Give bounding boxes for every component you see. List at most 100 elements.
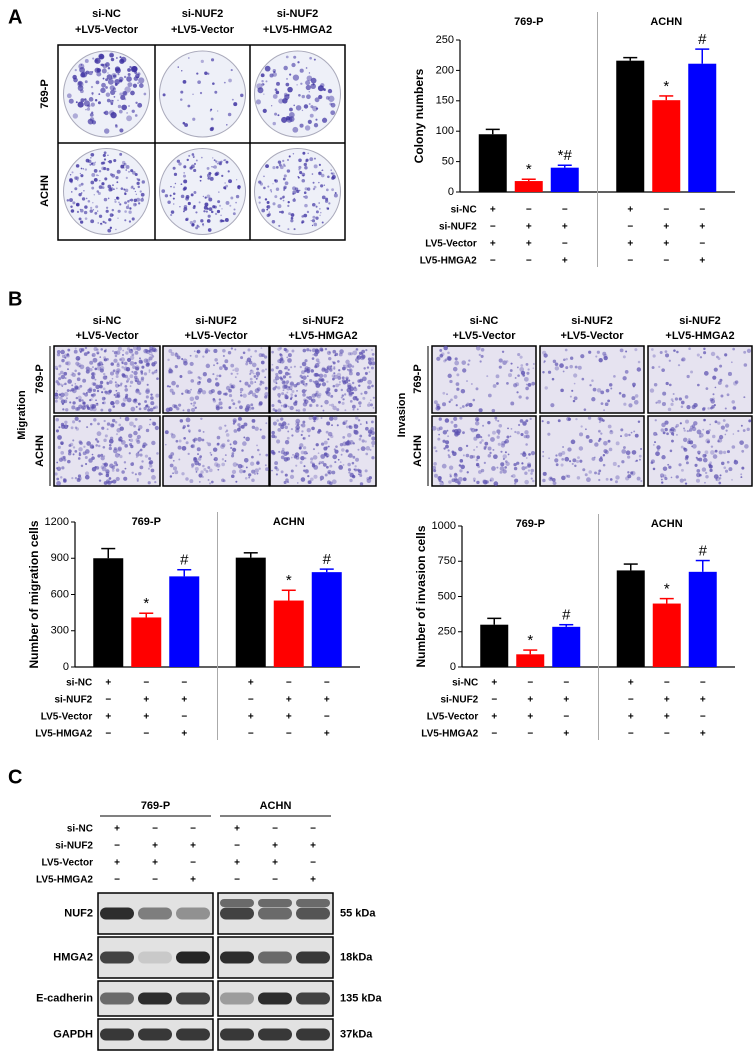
cell (92, 388, 96, 392)
colony (206, 194, 211, 199)
cell (101, 401, 105, 405)
colony (117, 209, 121, 213)
cell (529, 417, 532, 421)
cell (136, 380, 142, 386)
cell (439, 481, 445, 486)
cell (524, 479, 529, 485)
cell (326, 350, 332, 356)
colony (100, 63, 103, 67)
colony (102, 77, 105, 80)
colony (126, 115, 133, 122)
cell (602, 419, 605, 422)
colony (280, 210, 284, 214)
condition-sign: + (491, 678, 497, 689)
colony (103, 167, 107, 171)
colony (187, 104, 191, 108)
colony (80, 182, 84, 186)
condition-sign: + (527, 695, 533, 706)
cell (620, 435, 623, 438)
cell (584, 473, 588, 477)
cell (84, 474, 90, 480)
cell (504, 451, 507, 454)
cell (275, 372, 279, 377)
cell (198, 473, 203, 478)
cell (446, 393, 448, 396)
y-axis-label: Number of migration cells (27, 520, 41, 668)
cell (91, 352, 96, 358)
colony (305, 80, 311, 86)
cell (257, 448, 260, 452)
cell (744, 444, 749, 449)
colony (107, 72, 109, 74)
colony (109, 110, 115, 116)
cell (368, 401, 371, 404)
cell (304, 370, 307, 373)
colony (180, 90, 184, 94)
cell (251, 425, 256, 430)
colony (83, 210, 88, 215)
cell (128, 433, 133, 439)
cell (197, 453, 199, 456)
cell (604, 402, 609, 407)
cell (103, 375, 108, 380)
cell (207, 466, 211, 469)
cell (108, 408, 112, 412)
colony (86, 107, 91, 111)
cell (228, 388, 232, 393)
cell (497, 432, 500, 435)
cell (703, 351, 707, 355)
colony (213, 159, 216, 162)
cell (179, 375, 183, 378)
colony (117, 217, 119, 219)
cell (717, 380, 722, 385)
colony (321, 221, 324, 224)
cell (317, 392, 322, 397)
cell (55, 392, 58, 395)
cell (577, 365, 582, 370)
cell (342, 435, 346, 439)
cell (245, 466, 248, 469)
colony (119, 58, 125, 64)
colony (203, 205, 208, 210)
colony (230, 69, 233, 72)
cell (77, 362, 82, 368)
cell (364, 469, 368, 473)
cell (253, 375, 257, 378)
cell (106, 358, 109, 361)
cell (300, 450, 305, 455)
cell (565, 474, 569, 478)
cell (238, 469, 244, 474)
colony (101, 186, 105, 190)
cell (98, 472, 102, 476)
cell (89, 360, 94, 365)
condition-sign: + (143, 695, 149, 706)
cell (358, 401, 362, 405)
cell (184, 389, 189, 394)
cell (499, 466, 505, 471)
cell (670, 476, 673, 479)
cell (272, 408, 276, 411)
cell (571, 389, 574, 392)
cell (265, 467, 269, 472)
cell (371, 436, 376, 441)
cell (741, 449, 745, 453)
colony (237, 187, 239, 189)
cell (567, 474, 571, 478)
bar (273, 600, 304, 667)
cell (228, 406, 232, 409)
cell (292, 453, 294, 456)
cell (330, 434, 334, 439)
cell (143, 348, 148, 354)
cell (145, 389, 150, 394)
cell (587, 416, 592, 420)
colony (193, 219, 197, 223)
cell (726, 393, 730, 397)
cell (575, 459, 580, 464)
cell (136, 346, 142, 351)
colony (292, 153, 295, 155)
cell (276, 419, 279, 422)
cell (89, 444, 95, 449)
colony (92, 57, 95, 60)
cell (506, 435, 510, 439)
cell (555, 454, 558, 457)
